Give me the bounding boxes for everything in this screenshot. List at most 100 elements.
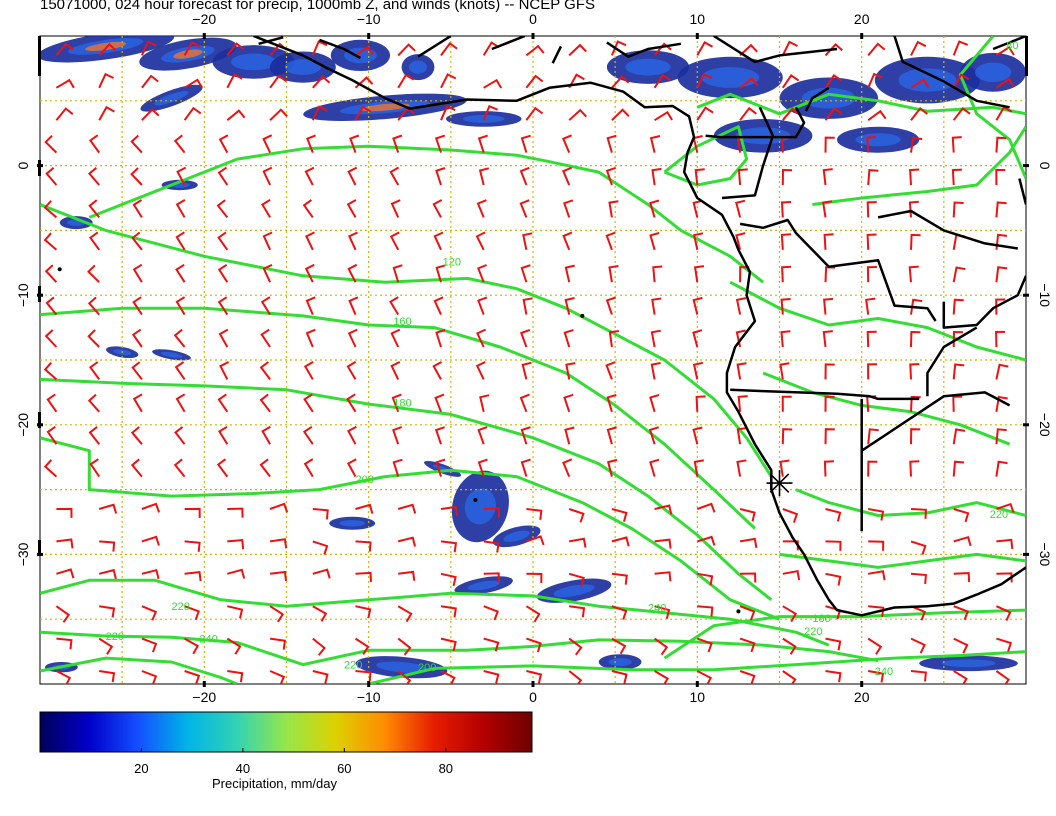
wind-barb xyxy=(55,670,72,684)
contour-line xyxy=(88,144,765,284)
wind-barb xyxy=(910,395,921,412)
wind-barb xyxy=(217,263,229,283)
precip-peak xyxy=(85,41,127,51)
wind-barb xyxy=(522,297,533,315)
precip-core xyxy=(344,47,377,64)
height-contours xyxy=(40,36,1026,684)
wind-barb xyxy=(736,362,747,380)
precip-core xyxy=(409,60,427,74)
wind-barb xyxy=(46,425,58,445)
wind-barb xyxy=(825,572,842,586)
wind-barb xyxy=(526,508,543,520)
wind-barb xyxy=(302,199,314,218)
wind-barb xyxy=(910,572,927,585)
island xyxy=(580,313,585,318)
coastline xyxy=(893,36,1010,109)
wind-barb xyxy=(568,508,585,523)
wind-barb xyxy=(312,637,326,656)
lon-tick-top xyxy=(531,33,535,39)
wind-barb xyxy=(397,503,417,514)
wind-barb xyxy=(435,264,446,283)
lon-tick-label-bottom: 20 xyxy=(854,689,870,705)
contour-label: 240 xyxy=(199,634,217,646)
wind-barb xyxy=(649,199,660,218)
wind-barb xyxy=(525,44,545,57)
colorbar-tick-label: 80 xyxy=(439,761,453,776)
wind-barb xyxy=(608,330,619,348)
coastline xyxy=(877,209,1018,250)
precip-core xyxy=(339,520,365,527)
wind-barb xyxy=(355,670,372,682)
wind-barb xyxy=(824,428,835,445)
wind-barb xyxy=(951,168,962,186)
wind-barb xyxy=(44,264,58,283)
wind-barb xyxy=(269,108,288,121)
wind-barb xyxy=(435,167,446,186)
wind-barb xyxy=(389,231,400,251)
wind-barb xyxy=(392,426,403,445)
coastline xyxy=(417,36,452,58)
contour-line xyxy=(958,36,1026,180)
wind-barb xyxy=(173,134,186,154)
wind-barb xyxy=(779,362,790,380)
wind-barb xyxy=(389,296,400,316)
wind-barb xyxy=(605,296,616,315)
wind-barb xyxy=(392,264,403,283)
wind-barb xyxy=(175,199,186,218)
precip-core xyxy=(855,133,901,147)
wind-barb xyxy=(825,670,842,683)
wind-barb xyxy=(521,361,532,380)
lat-tick-right xyxy=(1023,423,1029,427)
wind-barb xyxy=(141,74,159,89)
precip-core xyxy=(801,87,856,109)
wind-barb xyxy=(952,363,965,380)
wind-barb xyxy=(996,637,1013,652)
wind-barb xyxy=(55,42,74,57)
wind-barb xyxy=(269,637,287,650)
wind-barb xyxy=(526,572,543,584)
wind-barb xyxy=(824,74,842,89)
wind-barb xyxy=(46,393,58,413)
wind-barb xyxy=(910,298,923,315)
lat-tick-label-left: 0 xyxy=(15,161,31,169)
wind-barb xyxy=(227,670,244,683)
wind-barb xyxy=(605,361,616,380)
wind-barb xyxy=(184,637,200,655)
precip-core xyxy=(376,661,427,673)
wind-barb xyxy=(98,42,117,57)
wind-barb xyxy=(693,265,705,283)
lon-tick-bottom xyxy=(695,681,699,687)
contour-line xyxy=(762,371,1011,446)
wind-barb xyxy=(132,393,143,413)
wind-barb xyxy=(312,568,331,579)
wind-barb xyxy=(739,637,756,653)
wind-barb xyxy=(824,136,835,153)
contour-line xyxy=(663,608,1026,660)
wind-barb xyxy=(995,169,1006,186)
wind-barb xyxy=(739,106,757,121)
wind-barb xyxy=(477,426,488,445)
wind-barb xyxy=(782,508,799,523)
wind-barb xyxy=(995,77,1015,89)
wind-barb xyxy=(910,540,927,555)
lon-tick-label-top: −20 xyxy=(192,11,216,27)
wind-barb xyxy=(565,362,576,380)
wind-barb xyxy=(141,637,158,653)
wind-barb xyxy=(651,167,662,186)
wind-barb xyxy=(175,231,186,251)
wind-barb xyxy=(312,75,331,89)
precip-core xyxy=(284,59,321,75)
lat-tick-label-right: −10 xyxy=(1037,283,1053,307)
wind-barb xyxy=(132,263,143,283)
contour-label: 220 xyxy=(344,659,362,671)
wind-barb xyxy=(910,637,926,654)
wind-barb xyxy=(440,73,457,89)
wind-barb xyxy=(611,572,628,585)
wind-barb xyxy=(226,109,246,121)
wind-barb xyxy=(130,426,143,445)
wind-barb xyxy=(611,670,628,684)
wind-barb xyxy=(347,166,358,186)
coastline xyxy=(713,36,838,64)
wind-barb xyxy=(219,361,230,380)
